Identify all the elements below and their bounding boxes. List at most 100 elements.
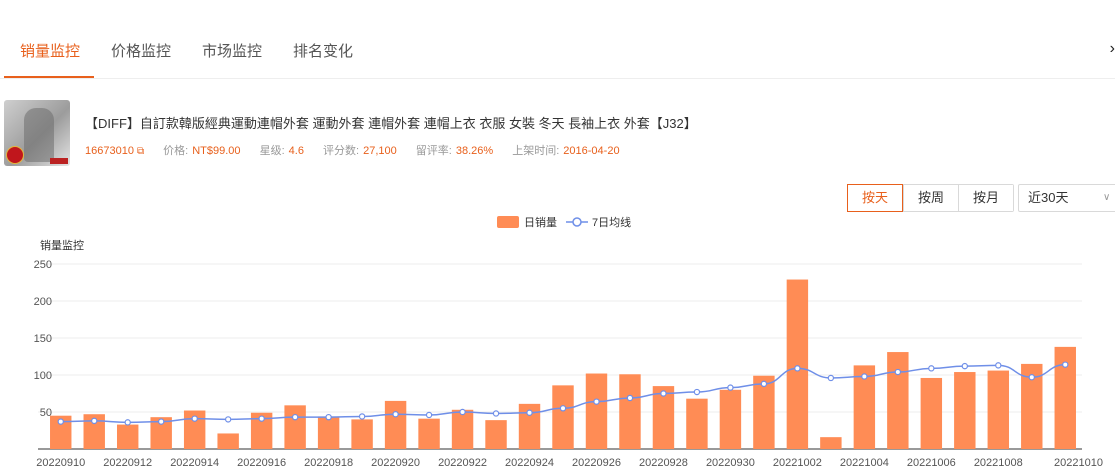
line-point[interactable] [258,415,265,422]
bar[interactable] [619,374,641,449]
bar[interactable] [552,385,574,449]
bar[interactable] [987,370,1010,449]
y-tick-label: 50 [40,407,52,419]
bar[interactable] [384,400,407,449]
line-point[interactable] [425,411,433,419]
bar[interactable] [920,377,943,449]
bar[interactable] [317,416,340,449]
product-id[interactable]: 16673010 [85,145,134,157]
line-point[interactable] [1028,374,1035,381]
tab-market-monitor[interactable]: 市场监控 [202,43,263,60]
legend-bar-swatch[interactable] [497,216,519,228]
line-point[interactable] [593,398,600,405]
line-point[interactable] [861,373,868,380]
line-point[interactable] [1062,361,1069,368]
line-point[interactable] [191,415,198,422]
bar[interactable] [451,409,474,449]
product-title[interactable]: 【DIFF】自訂款韓版經典運動連帽外套 運動外套 連帽外套 連帽上衣 衣服 女裝… [85,116,697,131]
x-tick-label: 20220914 [170,457,219,469]
bar[interactable] [50,415,72,449]
line-point[interactable] [827,374,835,382]
date-range-select[interactable]: 近30天 ∨ [1018,184,1115,212]
line-point[interactable] [894,368,902,376]
line-point[interactable] [124,419,131,426]
line-point[interactable] [358,413,366,420]
x-tick-label: 20221006 [907,457,956,469]
bar[interactable] [719,389,742,449]
line-point[interactable] [459,408,466,416]
bar[interactable] [150,417,172,449]
tab-price-monitor[interactable]: 价格监控 [111,43,172,60]
line-point[interactable] [995,362,1002,369]
chevron-right-icon[interactable]: › [1109,40,1115,57]
line-series [57,361,1069,426]
legend-bar-label[interactable]: 日销量 [524,215,557,229]
bar[interactable] [686,398,708,449]
bar[interactable] [954,372,976,449]
line-point[interactable] [961,362,969,370]
bar[interactable] [518,403,541,449]
bar[interactable] [786,279,809,449]
line-point[interactable] [928,365,935,372]
y-axis-title: 销量监控 [40,238,84,252]
bar[interactable] [83,414,105,449]
comment-rate-value: 38.26% [455,145,494,157]
line-point[interactable] [291,413,299,421]
product-meta: 16673010 ⧉ 价格: NT$99.00 星级: 4.6 评分数: 27,100 … [85,142,636,158]
line-point[interactable] [760,380,768,388]
bar[interactable] [585,373,608,449]
line-point[interactable] [224,416,232,423]
line-point[interactable] [626,394,634,402]
bar[interactable] [116,424,139,449]
line-point[interactable] [526,409,533,416]
bar[interactable] [183,410,206,449]
x-tick-label: 20220918 [304,457,353,469]
line-point[interactable] [492,410,500,417]
line-point[interactable] [727,384,734,391]
chevron-down-icon: ∨ [1103,192,1111,203]
x-tick-label: 20220924 [505,457,554,469]
line-point[interactable] [57,418,64,425]
bar[interactable] [1054,346,1076,449]
legend-line-marker[interactable] [572,217,582,227]
bar[interactable] [1021,363,1043,449]
rating-value: 4.6 [288,145,304,157]
tab-sales-monitor[interactable]: 销量监控 [20,43,81,60]
bar[interactable] [753,375,775,449]
line-point[interactable] [157,418,165,425]
line-point[interactable] [325,413,332,421]
by-week-button[interactable]: 按周 [903,185,959,211]
bar[interactable] [853,365,876,449]
tab-ranking-change[interactable]: 排名变化 [293,43,354,60]
reviews-label: 评分数: [323,145,360,157]
external-link-icon[interactable]: ⧉ [136,146,145,157]
y-tick-label: 100 [34,370,52,382]
bar[interactable] [887,352,909,449]
x-tick-label: 20221002 [773,457,822,469]
bar[interactable] [217,433,239,449]
x-tick-label: 20220926 [572,457,621,469]
line-point[interactable] [91,417,98,425]
by-month-button[interactable]: 按月 [958,185,1014,211]
product-thumbnail[interactable] [4,100,70,166]
bar[interactable] [485,420,507,449]
by-day-button[interactable]: 按天 [847,184,904,212]
bar-series [50,279,1076,449]
y-tick-label: 250 [34,259,52,271]
line-point[interactable] [794,365,801,372]
bar[interactable] [351,419,373,449]
bar[interactable] [250,412,273,449]
bar[interactable] [418,418,440,449]
bar[interactable] [652,386,675,449]
line-point[interactable] [660,390,667,397]
x-tick-label: 20220922 [438,457,487,469]
chart-legend: 日销量 7日均线 [497,215,631,229]
bar[interactable] [284,405,306,449]
y-tick-label: 200 [34,296,52,308]
legend-line-label[interactable]: 7日均线 [592,215,631,229]
line-point[interactable] [559,405,567,412]
line-point[interactable] [392,411,399,418]
bar[interactable] [820,437,842,449]
line-point[interactable] [693,388,701,396]
